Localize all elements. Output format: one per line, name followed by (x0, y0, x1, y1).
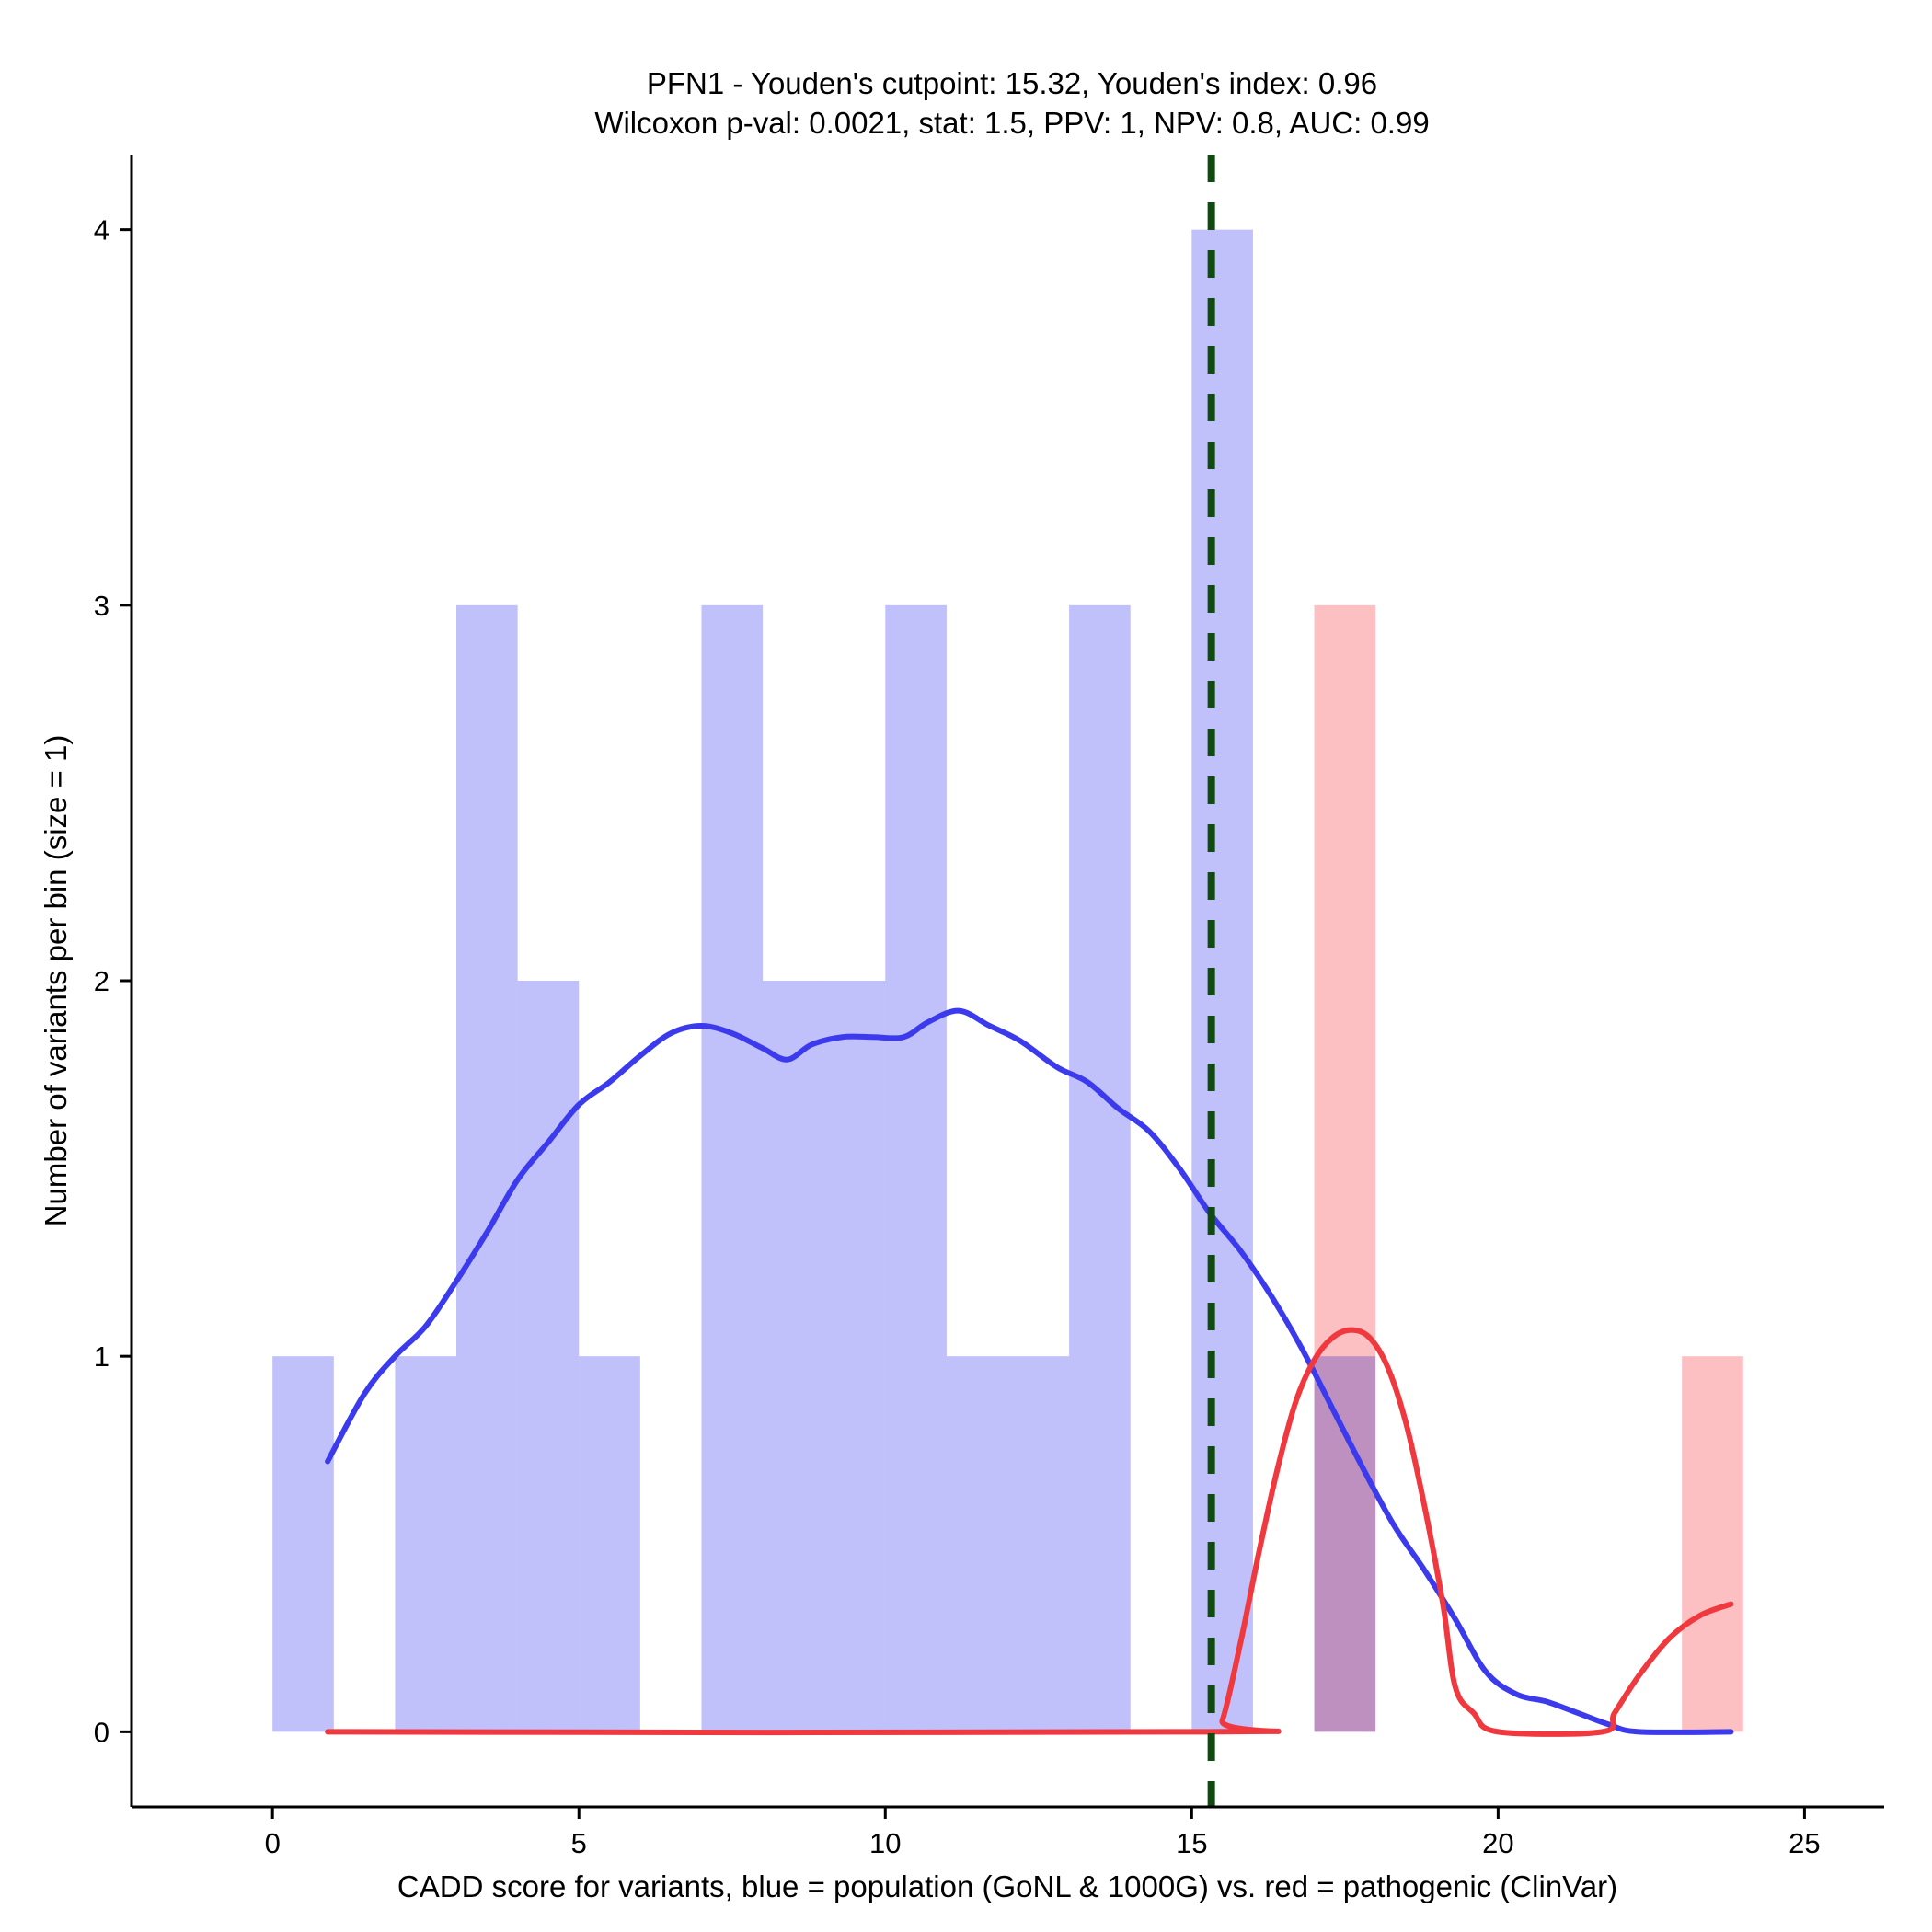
population-bar (517, 981, 580, 1732)
chart-title: PFN1 - Youden's cutpoint: 15.32, Youden'… (594, 66, 1429, 140)
pathogenic-bar (1314, 604, 1376, 1732)
population-bar (395, 1356, 457, 1732)
y-tick-label: 4 (94, 214, 109, 247)
population-bar (1007, 1356, 1070, 1732)
y-axis-title: Number of variants per bin (size = 1) (39, 735, 73, 1227)
pathogenic-density-line (325, 1327, 1734, 1737)
x-axis-title: CADD score for variants, blue = populati… (397, 1869, 1617, 1903)
population-bar (701, 604, 764, 1732)
population-bar (885, 604, 947, 1732)
title-line-1: PFN1 - Youden's cutpoint: 15.32, Youden'… (647, 66, 1377, 100)
y-tick-label: 0 (94, 1716, 109, 1748)
population-density-line (325, 1007, 1734, 1735)
population-bar (272, 1356, 334, 1732)
x-tick-label: 10 (869, 1827, 901, 1859)
population-bar (456, 604, 518, 1732)
y-tick-label: 3 (94, 590, 109, 622)
x-tick-label: 20 (1482, 1827, 1513, 1859)
population-bar (823, 981, 886, 1732)
population-bar (1069, 604, 1131, 1732)
y-tick-label: 1 (94, 1340, 109, 1373)
x-tick-label: 15 (1176, 1827, 1207, 1859)
population-bar (1191, 229, 1253, 1732)
population-bar (579, 1356, 640, 1732)
population-bar (946, 1356, 1008, 1732)
x-tick-label: 0 (265, 1827, 281, 1859)
axis-ticks: 0 5 10 15 20 25 0 1 2 3 4 (94, 214, 1821, 1859)
x-tick-label: 5 (571, 1827, 587, 1859)
x-tick-label: 25 (1788, 1827, 1820, 1859)
pathogenic-bar (1682, 1356, 1743, 1732)
y-tick-label: 2 (94, 965, 109, 997)
density-curves (325, 1007, 1734, 1737)
population-bar (763, 981, 824, 1732)
title-line-2: Wilcoxon p-val: 0.0021, stat: 1.5, PPV: … (594, 106, 1429, 140)
histogram-bars (272, 229, 1743, 1732)
